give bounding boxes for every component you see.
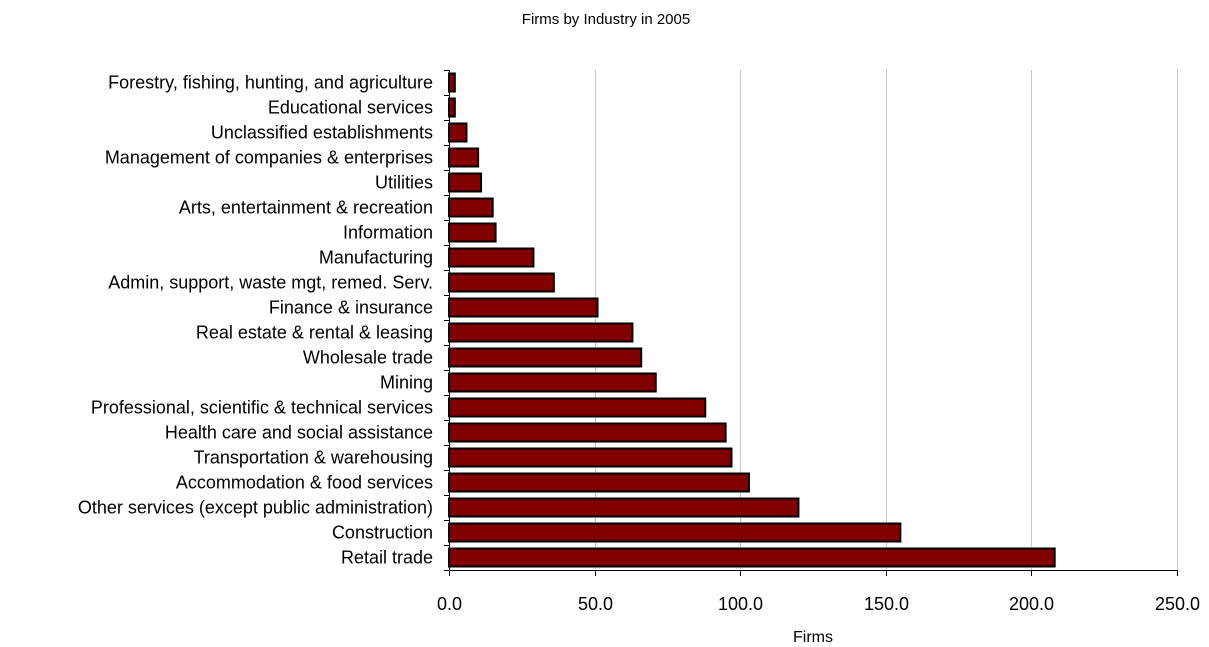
x-tick-labels: 0.0 50.0 100.0 150.0 200.0 250.0 — [437, 594, 1200, 614]
category-label: Construction — [332, 523, 433, 543]
category-label: Arts, entertainment & recreation — [179, 198, 433, 218]
x-tick-label: 200.0 — [1009, 594, 1054, 614]
bar — [448, 472, 750, 493]
bar — [448, 397, 707, 418]
category-label: Educational services — [268, 98, 433, 118]
bar — [448, 172, 483, 193]
category-label: Finance & insurance — [269, 298, 433, 318]
x-axis-title: Firms — [793, 629, 833, 646]
category-label: Mining — [380, 373, 433, 393]
bar — [448, 347, 643, 368]
bar — [448, 422, 727, 443]
category-label: Utilities — [375, 173, 433, 193]
category-label: Wholesale trade — [303, 348, 433, 368]
x-tick-label: 250.0 — [1155, 594, 1200, 614]
bar — [448, 447, 733, 468]
gridlines — [595, 70, 1178, 570]
bar — [448, 372, 657, 393]
category-labels: Forestry, fishing, hunting, and agricult… — [78, 73, 433, 568]
category-label: Other services (except public administra… — [78, 498, 433, 518]
bar — [448, 547, 1056, 568]
bar — [448, 297, 599, 318]
x-tick-label: 0.0 — [437, 594, 462, 614]
category-label: Real estate & rental & leasing — [196, 323, 433, 343]
x-tick-label: 50.0 — [578, 594, 613, 614]
bar — [448, 197, 494, 218]
category-label: Management of companies & enterprises — [105, 148, 433, 168]
bar — [448, 222, 497, 243]
category-label: Information — [343, 223, 433, 243]
chart-title: Firms by Industry in 2005 — [522, 11, 690, 28]
category-label: Unclassified establishments — [211, 123, 433, 143]
category-label: Forestry, fishing, hunting, and agricult… — [108, 73, 433, 93]
bar — [448, 522, 902, 543]
axes — [444, 70, 1178, 576]
category-label: Transportation & warehousing — [194, 448, 433, 468]
category-label: Health care and social assistance — [165, 423, 433, 443]
category-label: Professional, scientific & technical ser… — [91, 398, 433, 418]
category-label: Manufacturing — [319, 248, 433, 268]
bar — [448, 122, 468, 143]
category-label: Retail trade — [341, 548, 433, 568]
bars — [448, 72, 1056, 568]
category-label: Admin, support, waste mgt, remed. Serv. — [108, 273, 433, 293]
category-label: Accommodation & food services — [176, 473, 433, 493]
bar — [448, 272, 555, 293]
bar — [448, 497, 800, 518]
bar — [448, 322, 634, 343]
bar — [448, 247, 535, 268]
x-tick-label: 100.0 — [718, 594, 763, 614]
bar — [448, 147, 480, 168]
x-tick-label: 150.0 — [864, 594, 909, 614]
